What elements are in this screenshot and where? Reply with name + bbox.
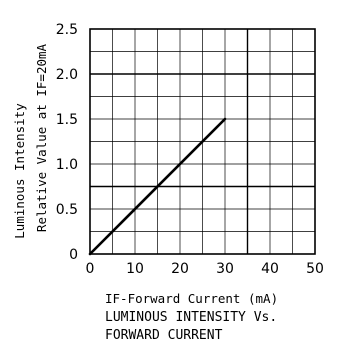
y-axis-label-line2: Relative Value at IF=20mA bbox=[34, 43, 49, 232]
y-tick-label: 0 bbox=[69, 247, 78, 263]
series bbox=[88, 117, 227, 256]
series-line bbox=[88, 117, 227, 256]
chart-caption-line2: FORWARD CURRENT bbox=[105, 328, 223, 343]
x-tick-label: 10 bbox=[126, 261, 144, 277]
y-tick-label: 0.5 bbox=[56, 202, 78, 218]
chart-caption-line1: LUMINOUS INTENSITY Vs. bbox=[105, 310, 277, 325]
x-axis-label: IF-Forward Current (mA) bbox=[105, 291, 278, 306]
x-tick-label: 50 bbox=[306, 261, 324, 277]
y-tick-label: 1.5 bbox=[56, 112, 78, 128]
plot-frame bbox=[89, 28, 316, 255]
x-tick-label: 40 bbox=[261, 261, 279, 277]
x-tick-label: 30 bbox=[216, 261, 234, 277]
grid bbox=[89, 28, 316, 255]
y-axis-label-line1: Luminous Intensity bbox=[12, 103, 27, 239]
x-tick-label: 0 bbox=[86, 261, 95, 277]
y-tick-label: 2.5 bbox=[56, 22, 78, 38]
x-tick-labels: 0 10 20 30 40 50 bbox=[86, 261, 324, 277]
y-tick-labels: 0 0.5 1.0 1.5 2.0 2.5 bbox=[56, 22, 78, 263]
x-tick-label: 20 bbox=[171, 261, 189, 277]
y-tick-label: 2.0 bbox=[56, 67, 78, 83]
y-tick-label: 1.0 bbox=[56, 157, 78, 173]
